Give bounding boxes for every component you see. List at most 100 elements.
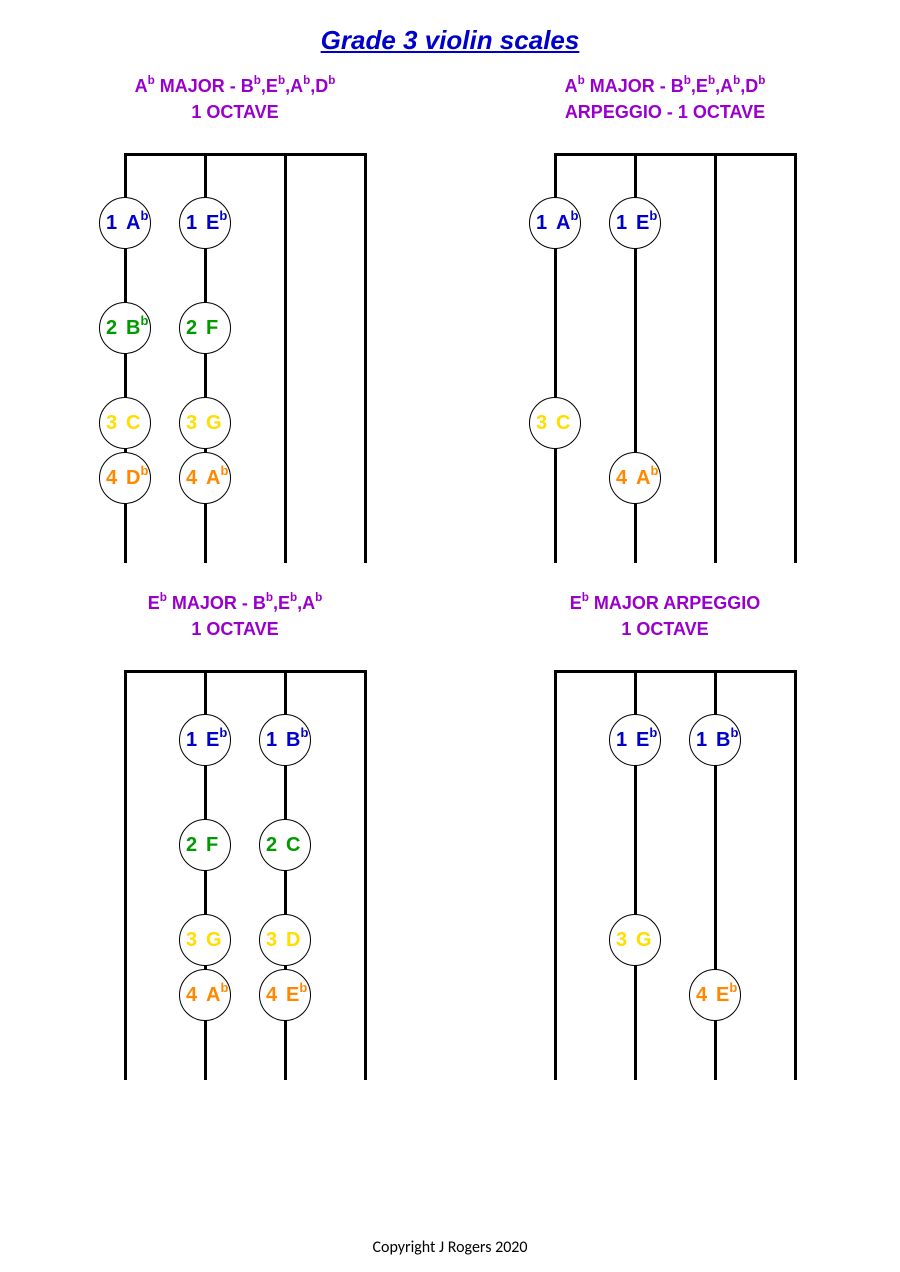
diagram-title: Eb MAJOR ARPEGGIO — [470, 593, 860, 614]
note-marker: 3G — [179, 397, 231, 449]
fingerboard: 1Eb1Bb2F2C3G3D4Ab4Eb — [85, 650, 385, 1080]
note-marker: 3G — [609, 914, 661, 966]
finger-number: 3 — [536, 399, 547, 447]
finger-number: 4 — [106, 454, 117, 502]
note-name: C — [556, 399, 570, 447]
finger-number: 1 — [106, 199, 117, 247]
string — [794, 153, 797, 563]
note-marker: 2C — [259, 819, 311, 871]
note-marker: 4Ab — [179, 452, 231, 504]
finger-number: 2 — [106, 304, 117, 352]
note-marker: 1Ab — [99, 197, 151, 249]
nut — [555, 670, 795, 673]
note-name: Eb — [636, 716, 657, 764]
note-marker: 1Eb — [609, 197, 661, 249]
note-marker: 4Db — [99, 452, 151, 504]
note-name: Eb — [286, 971, 307, 1019]
finger-number: 4 — [186, 971, 197, 1019]
finger-number: 1 — [186, 199, 197, 247]
note-marker: 1Eb — [609, 714, 661, 766]
note-name: Eb — [716, 971, 737, 1019]
diagram-subtitle: ARPEGGIO - 1 OCTAVE — [470, 102, 860, 123]
note-name: Bb — [126, 304, 148, 352]
finger-number: 1 — [536, 199, 547, 247]
nut — [125, 153, 365, 156]
note-name: G — [206, 916, 222, 964]
finger-number: 3 — [106, 399, 117, 447]
finger-number: 1 — [186, 716, 197, 764]
note-name: Eb — [206, 199, 227, 247]
string — [364, 670, 367, 1080]
finger-number: 3 — [186, 916, 197, 964]
finger-number: 4 — [616, 454, 627, 502]
note-marker: 1Eb — [179, 714, 231, 766]
diagram-title: Ab MAJOR - Bb,Eb,Ab,Db — [470, 76, 860, 97]
finger-number: 1 — [616, 716, 627, 764]
note-marker: 4Ab — [609, 452, 661, 504]
note-marker: 1Eb — [179, 197, 231, 249]
note-name: G — [636, 916, 652, 964]
note-name: G — [206, 399, 222, 447]
finger-number: 1 — [266, 716, 277, 764]
finger-number: 2 — [266, 821, 277, 869]
string — [124, 670, 127, 1080]
note-marker: 1Ab — [529, 197, 581, 249]
note-name: F — [206, 304, 218, 352]
finger-number: 3 — [616, 916, 627, 964]
string — [794, 670, 797, 1080]
note-marker: 1Bb — [689, 714, 741, 766]
note-name: D — [286, 916, 300, 964]
note-marker: 3D — [259, 914, 311, 966]
note-name: C — [286, 821, 300, 869]
note-marker: 4Eb — [689, 969, 741, 1021]
nut — [125, 670, 365, 673]
copyright: Copyright J Rogers 2020 — [0, 1238, 900, 1257]
nut — [555, 153, 795, 156]
diagram-title: Ab MAJOR - Bb,Eb,Ab,Db — [40, 76, 430, 97]
finger-number: 3 — [266, 916, 277, 964]
note-name: Bb — [286, 716, 308, 764]
note-name: Eb — [636, 199, 657, 247]
scale-diagram: Ab MAJOR - Bb,Eb,Ab,Db1 OCTAVE1Ab1Eb2Bb2… — [40, 76, 430, 563]
string — [714, 153, 717, 563]
note-marker: 3G — [179, 914, 231, 966]
diagram-title: Eb MAJOR - Bb,Eb,Ab — [40, 593, 430, 614]
note-marker: 3C — [99, 397, 151, 449]
finger-number: 4 — [266, 971, 277, 1019]
note-name: Ab — [556, 199, 578, 247]
fingerboard: 1Ab1Eb3C4Ab — [515, 133, 815, 563]
note-marker: 3C — [529, 397, 581, 449]
note-marker: 4Eb — [259, 969, 311, 1021]
scale-diagram: Eb MAJOR ARPEGGIO1 OCTAVE1Eb1Bb3G4Eb — [470, 593, 860, 1080]
note-marker: 1Bb — [259, 714, 311, 766]
note-name: F — [206, 821, 218, 869]
fingerboard: 1Eb1Bb3G4Eb — [515, 650, 815, 1080]
string — [284, 153, 287, 563]
diagram-subtitle: 1 OCTAVE — [40, 619, 430, 640]
note-name: C — [126, 399, 140, 447]
finger-number: 1 — [696, 716, 707, 764]
diagram-subtitle: 1 OCTAVE — [470, 619, 860, 640]
finger-number: 1 — [616, 199, 627, 247]
note-name: Ab — [206, 971, 228, 1019]
scale-diagram: Ab MAJOR - Bb,Eb,Ab,Db ARPEGGIO - 1 OCTAV… — [470, 76, 860, 563]
diagram-subtitle: 1 OCTAVE — [40, 102, 430, 123]
finger-number: 4 — [696, 971, 707, 1019]
string — [554, 670, 557, 1080]
finger-number: 4 — [186, 454, 197, 502]
string — [364, 153, 367, 563]
finger-number: 3 — [186, 399, 197, 447]
note-name: Eb — [206, 716, 227, 764]
fingerboard: 1Ab1Eb2Bb2F3C3G4Db4Ab — [85, 133, 385, 563]
diagram-grid: Ab MAJOR - Bb,Eb,Ab,Db1 OCTAVE1Ab1Eb2Bb2… — [0, 56, 900, 1090]
note-marker: 2Bb — [99, 302, 151, 354]
note-name: Ab — [126, 199, 148, 247]
page-title: Grade 3 violin scales — [0, 0, 900, 56]
note-name: Ab — [636, 454, 658, 502]
finger-number: 2 — [186, 821, 197, 869]
note-marker: 2F — [179, 302, 231, 354]
note-name: Db — [126, 454, 148, 502]
note-name: Bb — [716, 716, 738, 764]
scale-diagram: Eb MAJOR - Bb,Eb,Ab1 OCTAVE1Eb1Bb2F2C3G3… — [40, 593, 430, 1080]
note-marker: 4Ab — [179, 969, 231, 1021]
